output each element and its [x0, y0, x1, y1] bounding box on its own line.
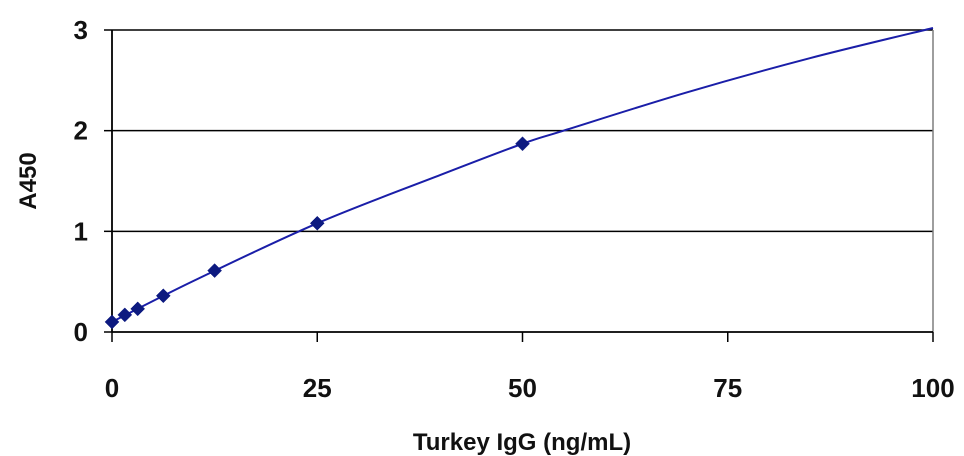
fit-curve-line [111, 27, 934, 323]
data-point [104, 314, 120, 330]
fit-curve-layer [111, 27, 934, 323]
y-tick-label: 2 [74, 116, 88, 146]
data-point [130, 301, 146, 317]
x-tick-label: 25 [303, 373, 332, 403]
x-tick-label: 50 [508, 373, 537, 403]
data-points [104, 136, 530, 330]
gridlines [112, 29, 933, 233]
data-point [207, 263, 222, 278]
data-point [117, 307, 133, 323]
y-axis-title: A450 [15, 152, 42, 209]
data-point [155, 288, 171, 304]
x-tick-label: 0 [105, 373, 119, 403]
x-tick-labels: 0 25 50 75 100 [105, 373, 955, 403]
y-tick-label: 3 [74, 15, 88, 45]
x-tick-label: 100 [911, 373, 954, 403]
y-tick-label: 0 [74, 317, 88, 347]
x-tick-label: 75 [713, 373, 742, 403]
y-tick-label: 1 [74, 216, 88, 246]
data-point [309, 215, 325, 231]
x-axis-title: Turkey IgG (ng/mL) [413, 429, 631, 456]
data-point [515, 136, 530, 152]
axes [104, 29, 934, 342]
y-tick-labels: 0 1 2 3 [74, 15, 88, 347]
